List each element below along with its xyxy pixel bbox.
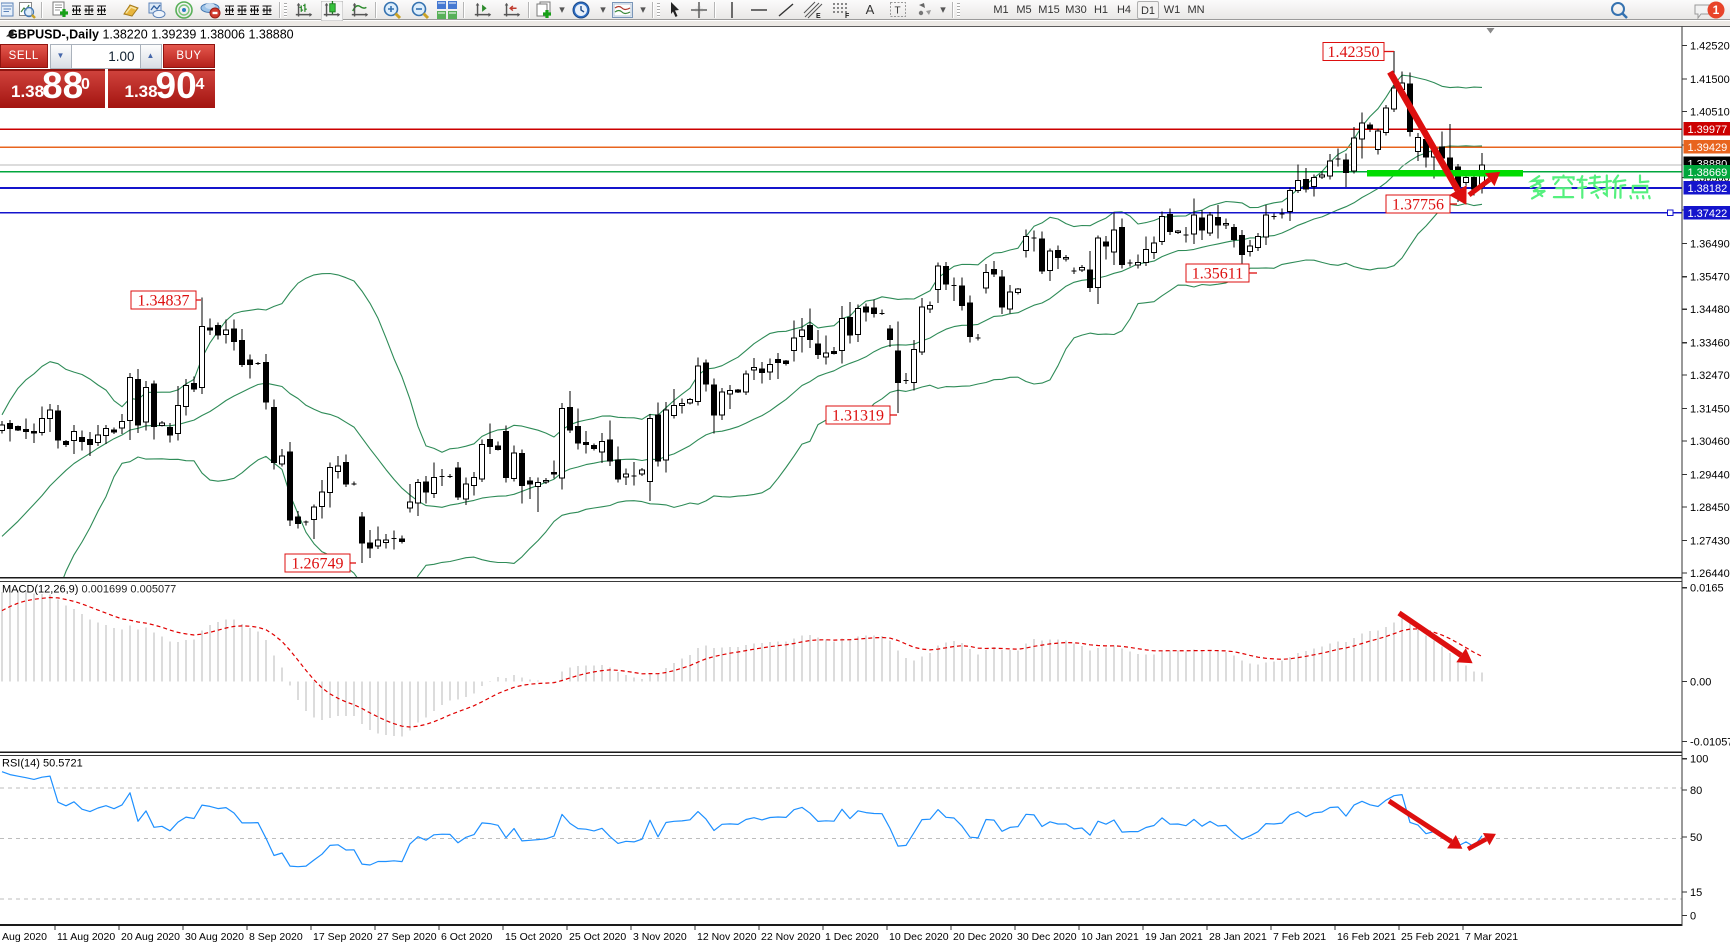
svg-text:1.41500: 1.41500: [1690, 74, 1730, 86]
svg-text:0: 0: [1690, 911, 1696, 923]
svg-text:1: 1: [1713, 3, 1720, 17]
svg-text:1.30460: 1.30460: [1690, 436, 1730, 448]
svg-text:1.37422: 1.37422: [1688, 208, 1728, 220]
svg-text:50: 50: [1690, 832, 1702, 844]
svg-text:22 Nov 2020: 22 Nov 2020: [761, 931, 821, 943]
svg-text:27 Sep 2020: 27 Sep 2020: [377, 931, 437, 943]
svg-text:1.29440: 1.29440: [1690, 470, 1730, 482]
svg-text:1.35611: 1.35611: [1192, 266, 1243, 283]
svg-text:15: 15: [1690, 887, 1702, 899]
svg-text:11 Aug 2020: 11 Aug 2020: [57, 931, 115, 943]
svg-text:0.00: 0.00: [1690, 677, 1711, 689]
svg-text:1.42520: 1.42520: [1690, 41, 1730, 53]
svg-text:0.0165: 0.0165: [1690, 583, 1724, 595]
svg-text:Aug 2020: Aug 2020: [2, 931, 47, 943]
svg-text:30 Dec 2020: 30 Dec 2020: [1017, 931, 1077, 943]
svg-text:1.38669: 1.38669: [1688, 167, 1728, 179]
svg-text:1.27430: 1.27430: [1690, 536, 1730, 548]
svg-text:10 Jan 2021: 10 Jan 2021: [1081, 931, 1139, 943]
svg-text:MACD(12,26,9) 0.001699 0.00507: MACD(12,26,9) 0.001699 0.005077: [2, 584, 176, 596]
svg-text:80: 80: [1690, 785, 1702, 797]
svg-text:E: E: [816, 13, 821, 19]
svg-text:1.26749: 1.26749: [292, 556, 344, 573]
svg-text:1.31319: 1.31319: [832, 408, 884, 425]
svg-text:1.35470: 1.35470: [1690, 272, 1730, 284]
svg-text:F: F: [845, 13, 850, 19]
svg-text:RSI(14) 50.5721: RSI(14) 50.5721: [2, 758, 83, 770]
svg-text:1.31450: 1.31450: [1690, 404, 1730, 416]
svg-text:8 Sep 2020: 8 Sep 2020: [249, 931, 303, 943]
svg-text:17 Sep 2020: 17 Sep 2020: [313, 931, 373, 943]
svg-text:1.40510: 1.40510: [1690, 106, 1730, 118]
svg-text:1.34480: 1.34480: [1690, 304, 1730, 316]
svg-text:-0.010571: -0.010571: [1690, 737, 1730, 749]
svg-text:30 Aug 2020: 30 Aug 2020: [185, 931, 244, 943]
svg-text:25 Feb 2021: 25 Feb 2021: [1401, 931, 1460, 943]
svg-text:20 Dec 2020: 20 Dec 2020: [953, 931, 1013, 943]
svg-text:1.42350: 1.42350: [1328, 44, 1380, 61]
svg-text:19 Jan 2021: 19 Jan 2021: [1145, 931, 1203, 943]
svg-text:7 Feb 2021: 7 Feb 2021: [1273, 931, 1326, 943]
svg-text:12 Nov 2020: 12 Nov 2020: [697, 931, 757, 943]
svg-text:28 Jan 2021: 28 Jan 2021: [1209, 931, 1267, 943]
svg-text:10 Dec 2020: 10 Dec 2020: [889, 931, 949, 943]
svg-text:1.33460: 1.33460: [1690, 338, 1730, 350]
svg-text:16 Feb 2021: 16 Feb 2021: [1337, 931, 1396, 943]
svg-text:GBPUSD-,Daily 1.38220 1.39239: GBPUSD-,Daily 1.38220 1.39239 1.38006 1.…: [8, 28, 294, 42]
svg-text:1.32470: 1.32470: [1690, 370, 1730, 382]
svg-text:100: 100: [1690, 754, 1708, 766]
svg-text:1.26440: 1.26440: [1690, 568, 1730, 580]
svg-text:7 Mar 2021: 7 Mar 2021: [1465, 931, 1518, 943]
svg-text:1.36490: 1.36490: [1690, 238, 1730, 250]
svg-text:1.28450: 1.28450: [1690, 502, 1730, 514]
svg-text:T: T: [895, 6, 901, 17]
svg-text:1.39977: 1.39977: [1688, 124, 1728, 136]
svg-text:25 Oct 2020: 25 Oct 2020: [569, 931, 626, 943]
svg-text:1.37756: 1.37756: [1392, 197, 1444, 214]
svg-text:1.38182: 1.38182: [1688, 183, 1728, 195]
svg-text:6 Oct 2020: 6 Oct 2020: [441, 931, 493, 943]
svg-text:1.34837: 1.34837: [138, 293, 190, 310]
svg-text:1 Dec 2020: 1 Dec 2020: [825, 931, 879, 943]
svg-text:20 Aug 2020: 20 Aug 2020: [121, 931, 180, 943]
svg-text:1.39429: 1.39429: [1688, 142, 1728, 154]
svg-text:3 Nov 2020: 3 Nov 2020: [633, 931, 687, 943]
svg-text:15 Oct 2020: 15 Oct 2020: [505, 931, 562, 943]
